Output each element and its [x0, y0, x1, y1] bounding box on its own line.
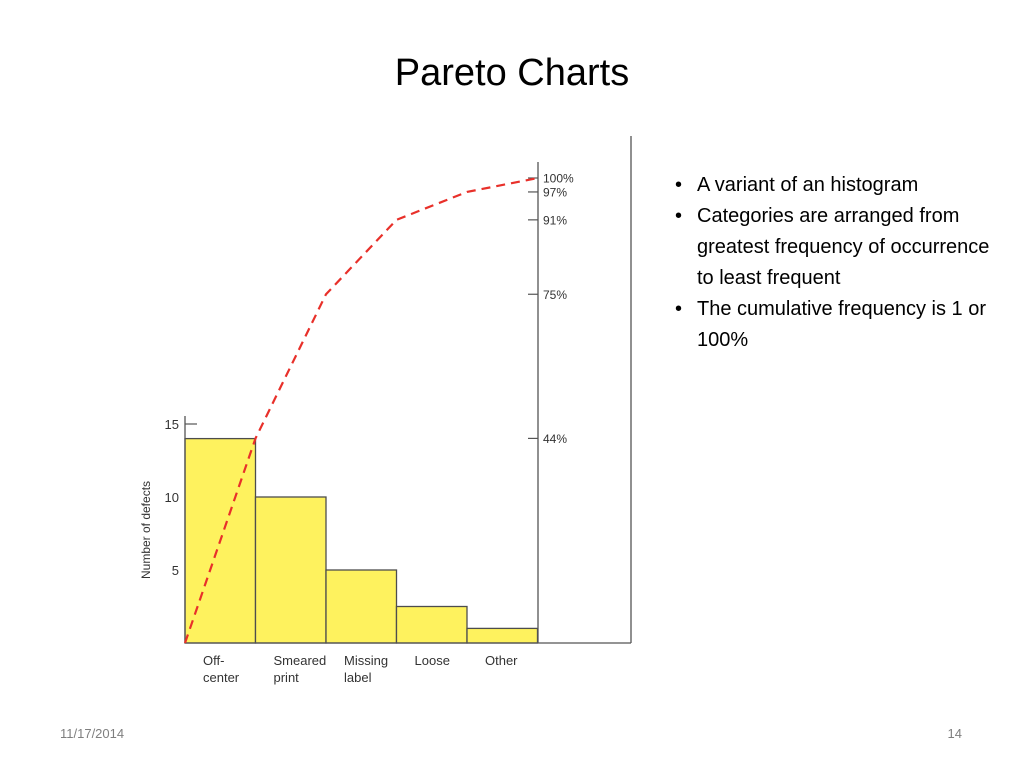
y-axis-title: Number of defects: [139, 481, 153, 579]
category-label: Smeared print: [274, 653, 327, 685]
bar: [325, 569, 398, 644]
bullet-dot-icon: •: [675, 174, 683, 196]
bullet-list: • A variant of an histogram • Categories a…: [673, 170, 993, 356]
category-label: Other: [485, 653, 518, 668]
percent-tick-label: 97%: [543, 185, 567, 199]
percent-tick-label: 91%: [543, 213, 567, 227]
category-label-line: Other: [485, 653, 518, 668]
bullet-item: • A variant of an histogram: [673, 170, 993, 201]
bullet-dot-icon: •: [675, 205, 683, 227]
category-label-line: label: [344, 670, 372, 685]
category-label-line: print: [274, 670, 300, 685]
footer-date: 11/17/2014: [60, 726, 125, 741]
slide-title: Pareto Charts: [394, 52, 630, 94]
bullet-text: A variant of an histogram: [697, 174, 919, 196]
labels-layer: 5 10 15 Number of defects 100%97% 91% 75% 44% Of…: [139, 172, 574, 686]
percent-tick-label: 75%: [543, 288, 567, 302]
y-tick-label: 15: [165, 417, 179, 432]
category-label-line: Smeared: [274, 653, 327, 668]
category-label-line: Off-: [203, 653, 224, 668]
category-label: Missing label: [344, 653, 388, 685]
axes-layer: [184, 136, 632, 644]
percent-tick-label: 44%: [543, 432, 567, 446]
bullet-text: Categories are arranged from greatest fr…: [697, 205, 990, 289]
bars-layer: [184, 437, 539, 644]
percent-tick-label: 100%: [543, 172, 574, 186]
bar: [466, 627, 539, 644]
bar: [395, 605, 468, 644]
bullet-dot-icon: •: [675, 298, 683, 320]
y-tick-label: 5: [172, 563, 179, 578]
bullet-item: • Categories are arranged from greatest f…: [673, 201, 993, 294]
category-label: Loose: [415, 653, 450, 668]
cumulative-line-layer: [183, 176, 539, 644]
cumulative-line: [183, 176, 539, 644]
bar: [254, 496, 327, 644]
footer-page-number: 14: [947, 726, 962, 741]
bullet-item: • The cumulative frequency is 1 or 100%: [673, 294, 993, 356]
category-label-line: Missing: [344, 653, 388, 668]
y-tick-label: 10: [165, 490, 179, 505]
category-label-line: Loose: [415, 653, 450, 668]
bullet-text: The cumulative frequency is 1 or 100%: [697, 298, 987, 351]
category-label: Off-center: [203, 653, 240, 685]
category-label-line: center: [203, 670, 240, 685]
